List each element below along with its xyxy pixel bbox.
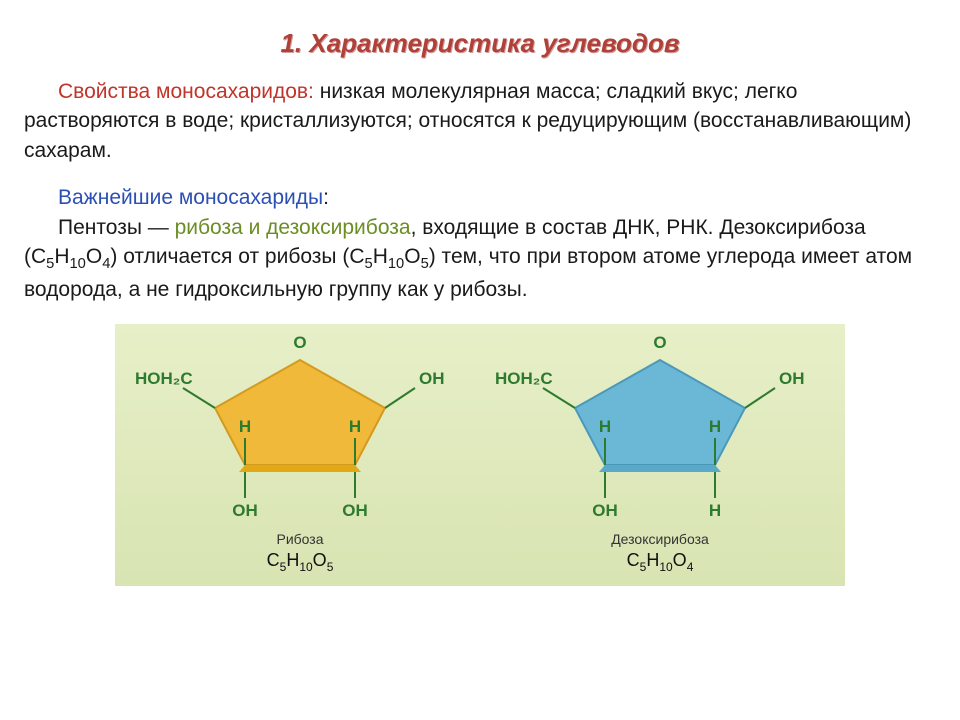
deoxy-base <box>599 465 721 472</box>
f2d: O <box>404 245 420 268</box>
deoxy-h-br: H <box>709 501 721 520</box>
f2e: 5 <box>421 256 429 272</box>
ribose-oh-br: OH <box>342 501 368 520</box>
deoxy-oh-bl: OH <box>592 501 618 520</box>
ribose-h-ul: H <box>239 417 251 436</box>
molecule-diagram: O HOH₂C OH H OH H OH Рибоза C5H10O5 <box>115 324 845 586</box>
f2a: 5 <box>365 256 373 272</box>
deoxy-h-ul: H <box>599 417 611 436</box>
f2b: H <box>373 245 388 268</box>
deoxy-o-apex: O <box>653 333 666 352</box>
ribose-h-ur: H <box>349 417 361 436</box>
p2-mid: ) отличается от рибозы (C <box>110 245 364 268</box>
f1c: 10 <box>70 256 86 272</box>
diagram-svg: O HOH₂C OH H OH H OH Рибоза C5H10O5 <box>115 324 845 586</box>
ribose-oh-bl: OH <box>232 501 258 520</box>
body-text: Свойства моносахаридов: низкая молекуляр… <box>0 77 960 304</box>
paragraph-2: Важнейшие моносахариды: Пентозы — рибоза… <box>24 183 928 304</box>
deoxy-h-ur: H <box>709 417 721 436</box>
diagram-bg <box>115 324 845 586</box>
f2c: 10 <box>388 256 404 272</box>
ribose-hoh2c: HOH₂C <box>135 369 193 388</box>
deoxy-name: Дезоксирибоза <box>611 531 709 547</box>
slide-title: 1. Характеристика углеводов <box>0 0 960 77</box>
p2-line2b: рибоза и дезоксирибоза <box>175 216 411 239</box>
deoxy-hoh2c: HOH₂C <box>495 369 553 388</box>
ribose-o-apex: O <box>293 333 306 352</box>
ribose-base <box>239 465 361 472</box>
ribose-oh-top: OH <box>419 369 445 388</box>
p2-lead: Важнейшие моносахариды <box>58 186 323 209</box>
paragraph-1: Свойства моносахаридов: низкая молекуляр… <box>24 77 928 165</box>
p1-lead: Свойства моносахаридов: <box>58 80 320 103</box>
f1b: H <box>54 245 69 268</box>
ribose-name: Рибоза <box>276 531 323 547</box>
deoxy-oh-top: OH <box>779 369 805 388</box>
f1d: O <box>86 245 102 268</box>
p2-line2a: Пентозы — <box>58 216 175 239</box>
title-text: 1. Характеристика углеводов <box>280 28 679 58</box>
